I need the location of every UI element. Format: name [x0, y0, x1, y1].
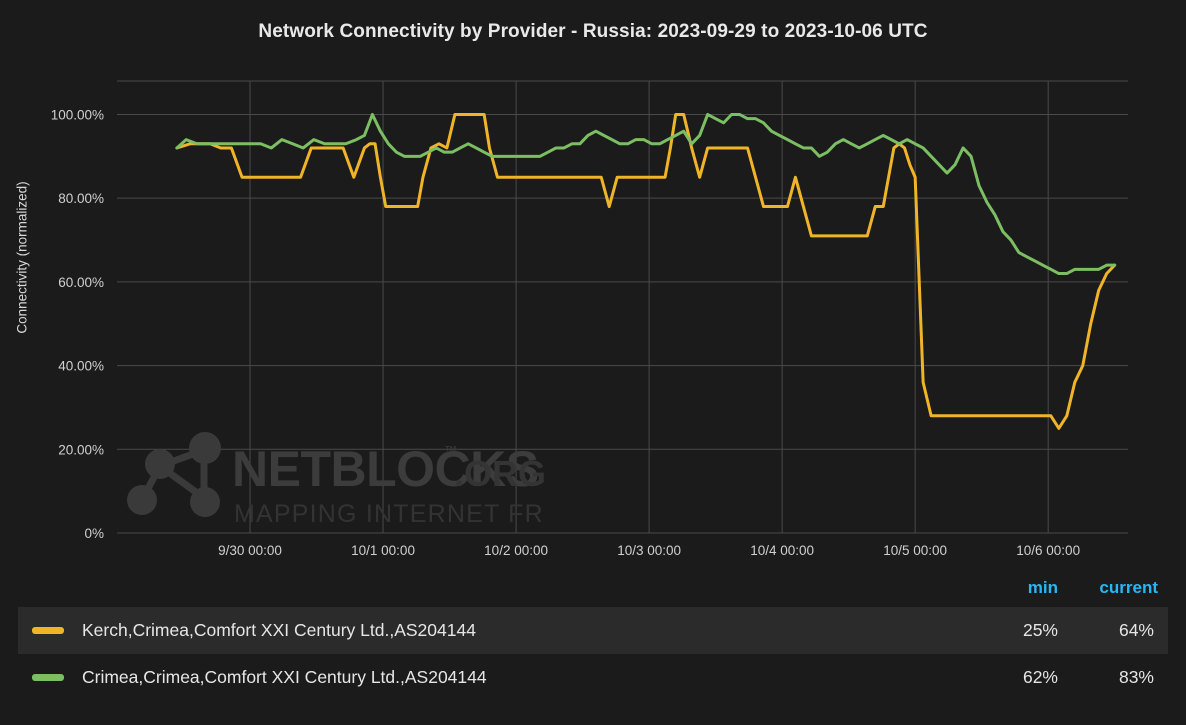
y-tick-label: 40.00% [58, 359, 104, 374]
legend-item-crimea[interactable]: Crimea,Crimea,Comfort XXI Century Ltd.,A… [18, 654, 1168, 701]
series-line-1 [175, 112, 1117, 276]
legend-swatch-icon [32, 674, 64, 681]
x-tick-label: 9/30 00:00 [218, 543, 282, 558]
x-tick-label: 10/5 00:00 [883, 543, 947, 558]
x-tick-label: 10/2 00:00 [484, 543, 548, 558]
x-tick-label: 10/6 00:00 [1016, 543, 1080, 558]
legend-item-min: 25% [1022, 620, 1058, 640]
legend-item-current: 64% [1118, 620, 1154, 640]
legend-item-kerch[interactable]: Kerch,Crimea,Comfort XXI Century Ltd.,AS… [18, 607, 1168, 654]
legend-item-min: 62% [1022, 667, 1058, 687]
legend-header: min current [972, 578, 1158, 598]
legend-header-min: min [1027, 578, 1058, 597]
y-axis-title: Connectivity (normalized) [14, 181, 30, 334]
x-tick-label: 10/1 00:00 [351, 543, 415, 558]
legend-swatch-icon [32, 627, 64, 634]
legend: min current Kerch,Crimea,Comfort XXI Cen… [0, 570, 1186, 725]
x-tick-label: 10/3 00:00 [617, 543, 681, 558]
legend-item-label: Crimea,Crimea,Comfort XXI Century Ltd.,A… [82, 667, 487, 687]
y-tick-label: 60.00% [58, 275, 104, 290]
y-tick-label: 0% [84, 526, 104, 541]
legend-header-current: current [1099, 578, 1158, 597]
line-chart-svg: 0% 20.00% 40.00% 60.00% 80.00% 100.00% 9/30 00… [51, 80, 1128, 558]
plot-area: 0% 20.00% 40.00% 60.00% 80.00% 100.00% 9/30 00… [14, 80, 1128, 558]
y-tick-label: 100.00% [51, 107, 104, 122]
series-line-0 [175, 112, 1117, 430]
legend-item-current: 83% [1118, 667, 1154, 687]
y-tick-label: 80.00% [58, 191, 104, 206]
legend-item-label: Kerch,Crimea,Comfort XXI Century Ltd.,AS… [82, 620, 476, 640]
x-tick-label: 10/4 00:00 [750, 543, 814, 558]
page-title: Network Connectivity by Provider - Russi… [258, 21, 928, 42]
y-tick-label: 20.00% [58, 442, 104, 457]
